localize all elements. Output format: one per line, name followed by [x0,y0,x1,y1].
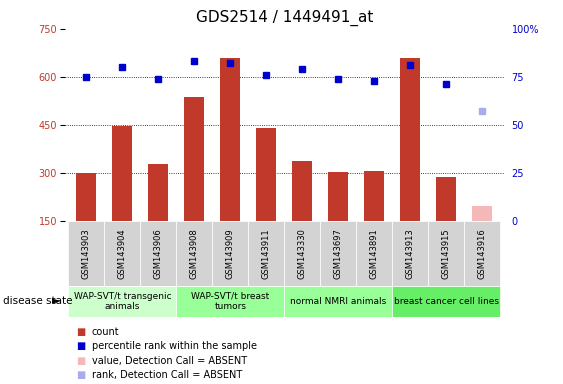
Text: ■: ■ [76,356,85,366]
Bar [248,221,284,286]
Bar [104,221,140,286]
Text: GSM143891: GSM143891 [370,228,379,279]
Bar [392,286,501,317]
Bar [464,221,501,286]
Bar [149,164,168,221]
Bar [320,221,356,286]
Text: GSM143908: GSM143908 [190,228,199,279]
Text: ■: ■ [76,341,85,351]
Bar [221,58,240,221]
Bar [392,221,428,286]
Bar [68,286,176,317]
Text: GSM143904: GSM143904 [118,228,127,279]
Text: GSM143909: GSM143909 [226,228,235,279]
Text: GSM143913: GSM143913 [406,228,415,279]
Text: disease state: disease state [3,296,72,306]
Bar [212,221,248,286]
Bar [176,286,284,317]
Text: percentile rank within the sample: percentile rank within the sample [92,341,257,351]
Text: WAP-SVT/t transgenic
animals: WAP-SVT/t transgenic animals [74,292,171,311]
Bar [77,173,96,221]
Bar [292,161,312,221]
Bar [113,126,132,221]
Bar [68,221,104,286]
Bar [472,207,492,221]
Bar [284,286,392,317]
Text: GSM143903: GSM143903 [82,228,91,279]
Bar [176,221,212,286]
Text: count: count [92,327,119,337]
Bar [284,221,320,286]
Text: GSM143915: GSM143915 [442,228,451,279]
Text: normal NMRI animals: normal NMRI animals [290,297,386,306]
Bar [328,172,348,221]
Text: ■: ■ [76,370,85,380]
Text: GSM143330: GSM143330 [298,228,307,279]
Text: GSM143906: GSM143906 [154,228,163,279]
Bar [400,58,420,221]
Bar [356,221,392,286]
Text: GSM143911: GSM143911 [262,228,271,279]
Text: GSM143916: GSM143916 [478,228,487,279]
Bar [436,177,456,221]
Bar [428,221,464,286]
Title: GDS2514 / 1449491_at: GDS2514 / 1449491_at [195,10,373,26]
Text: ■: ■ [76,327,85,337]
Text: ►: ► [52,296,61,306]
Text: GSM143697: GSM143697 [334,228,343,279]
Text: value, Detection Call = ABSENT: value, Detection Call = ABSENT [92,356,247,366]
Text: rank, Detection Call = ABSENT: rank, Detection Call = ABSENT [92,370,242,380]
Bar [185,97,204,221]
Bar [140,221,176,286]
Text: WAP-SVT/t breast
tumors: WAP-SVT/t breast tumors [191,292,270,311]
Bar [364,170,384,221]
Bar [256,128,276,221]
Text: breast cancer cell lines: breast cancer cell lines [394,297,499,306]
